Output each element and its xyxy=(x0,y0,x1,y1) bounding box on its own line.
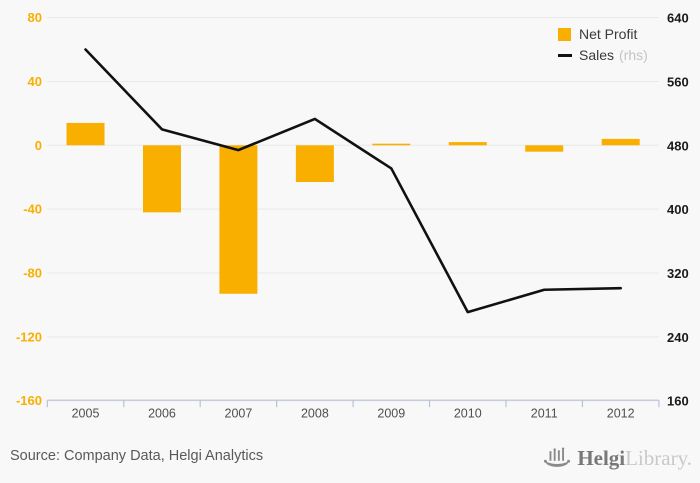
net-profit-bar-2006 xyxy=(142,145,181,213)
x-axis-year-label: 2007 xyxy=(225,407,253,421)
left-axis-tick-label: -120 xyxy=(16,329,42,344)
legend-label-sales-rhs: (rhs) xyxy=(619,47,648,63)
left-axis-tick-label: 80 xyxy=(28,10,42,25)
right-axis-tick-label: 320 xyxy=(667,266,689,281)
legend-item-net-profit: Net Profit xyxy=(558,27,648,41)
x-axis-year-label: 2011 xyxy=(531,407,558,421)
helgi-library-logo: Helgi Library. xyxy=(543,444,692,472)
logo-text-secondary: Library. xyxy=(625,446,692,470)
net-profit-swatch-icon xyxy=(558,27,571,41)
net-profit-bar-2012 xyxy=(601,138,640,146)
logo-text-primary: Helgi xyxy=(577,446,626,470)
x-axis-year-label: 2012 xyxy=(607,407,635,421)
x-axis-year-label: 2005 xyxy=(72,407,100,421)
x-axis-year-label: 2010 xyxy=(454,407,482,421)
helgi-ship-icon xyxy=(544,447,571,467)
net-profit-bar-2007 xyxy=(219,145,258,294)
x-axis-year-label: 2008 xyxy=(301,407,329,421)
chart-svg: 80 640 40 560 0 480 -40 400 -80 320 -120 240 -160 160… xyxy=(16,10,689,421)
net-profit-bar-2005 xyxy=(66,122,105,146)
right-axis-tick-label: 160 xyxy=(667,394,689,409)
right-axis-tick-label: 480 xyxy=(667,138,689,153)
right-axis-tick-label: 560 xyxy=(667,74,689,89)
legend-item-sales: Sales (rhs) xyxy=(558,48,648,62)
right-axis-tick-label: 240 xyxy=(667,330,689,345)
sales-line xyxy=(84,48,622,314)
left-axis-tick-label: -80 xyxy=(23,266,42,281)
legend: Net Profit Sales (rhs) xyxy=(558,27,648,62)
net-profit-bar-2008 xyxy=(295,145,334,183)
source-text: Source: Company Data, Helgi Analytics xyxy=(10,448,264,464)
right-axis-tick-label: 640 xyxy=(667,11,689,26)
legend-label-sales: Sales xyxy=(579,47,615,63)
net-profit-bar-2010 xyxy=(448,142,487,146)
left-axis-tick-label: -40 xyxy=(23,202,42,217)
right-axis-tick-label: 400 xyxy=(667,202,689,217)
net-profit-bar-2011 xyxy=(525,145,564,152)
sales-line-swatch-icon xyxy=(558,53,572,57)
left-axis-tick-label: 0 xyxy=(35,138,42,153)
net-profit-bar-2009 xyxy=(372,143,411,146)
left-axis-tick-label: -160 xyxy=(16,393,42,408)
x-axis-year-label: 2009 xyxy=(377,407,405,421)
legend-label-net-profit: Net Profit xyxy=(579,26,638,42)
x-axis-year-label: 2006 xyxy=(148,407,176,421)
left-axis-tick-label: 40 xyxy=(28,74,42,89)
